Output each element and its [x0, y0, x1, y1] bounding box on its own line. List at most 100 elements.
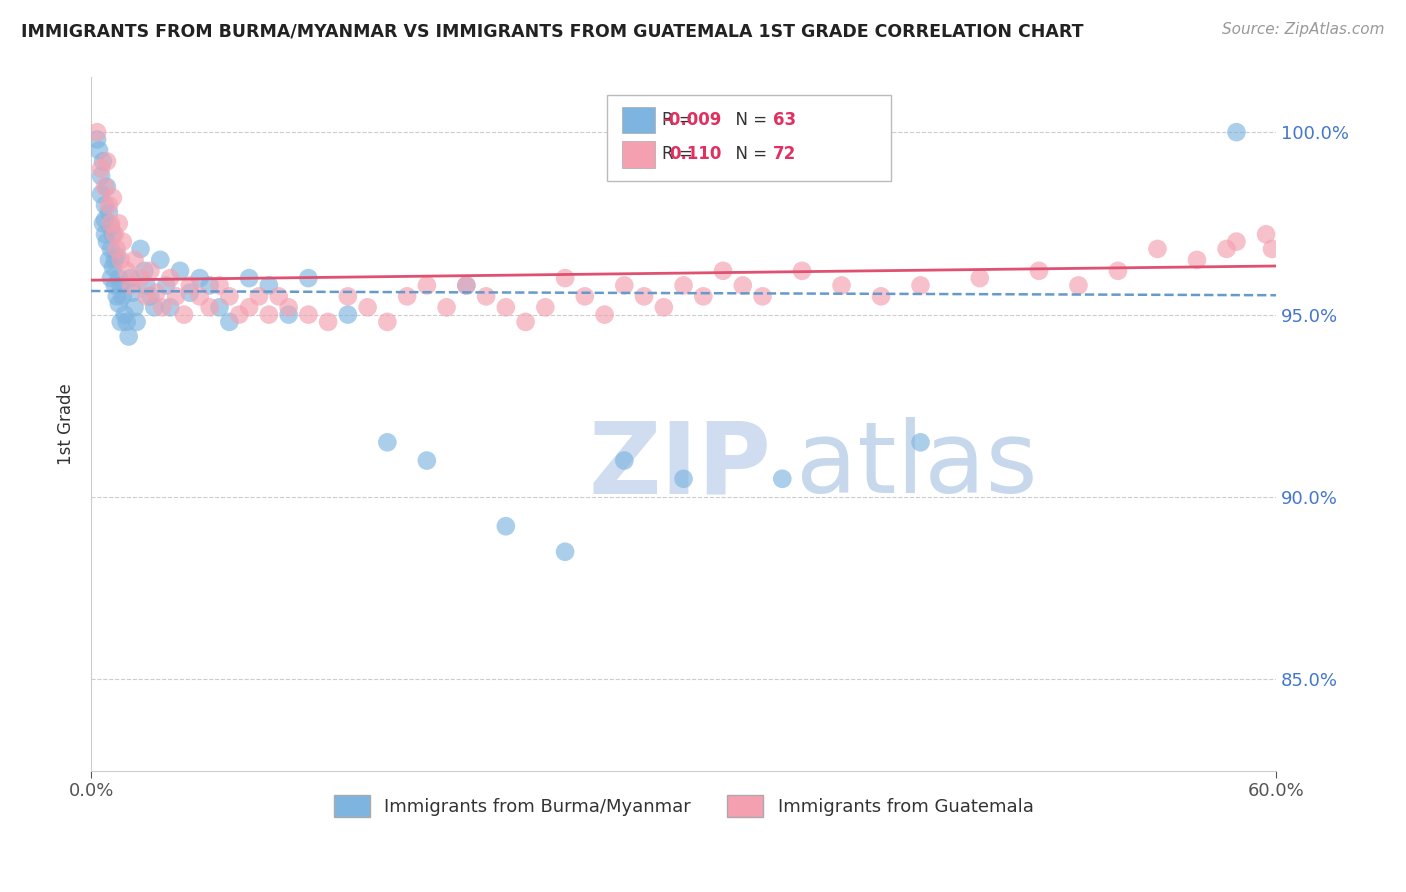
- Text: -0.009: -0.009: [662, 111, 721, 128]
- Point: [672, 278, 695, 293]
- Point: [377, 315, 399, 329]
- Point: [238, 271, 260, 285]
- Point: [125, 315, 148, 329]
- Point: [1185, 252, 1208, 267]
- Point: [129, 242, 152, 256]
- Point: [1067, 278, 1090, 293]
- Point: [790, 264, 813, 278]
- Point: [100, 271, 122, 285]
- Point: [436, 301, 458, 315]
- Point: [316, 315, 339, 329]
- Point: [96, 180, 118, 194]
- Point: [652, 301, 675, 315]
- Point: [155, 278, 177, 293]
- Point: [135, 278, 157, 293]
- Point: [124, 301, 146, 315]
- Bar: [621, 141, 655, 168]
- Point: [101, 260, 124, 275]
- Point: [198, 301, 221, 315]
- Point: [218, 315, 240, 329]
- Text: 63: 63: [773, 111, 796, 128]
- Point: [96, 154, 118, 169]
- Point: [554, 545, 576, 559]
- Point: [1107, 264, 1129, 278]
- Point: [1215, 242, 1237, 256]
- Point: [208, 278, 231, 293]
- Point: [515, 315, 537, 329]
- Point: [475, 289, 498, 303]
- Point: [198, 278, 221, 293]
- Point: [188, 289, 211, 303]
- Point: [1028, 264, 1050, 278]
- Point: [731, 278, 754, 293]
- Point: [115, 315, 138, 329]
- Point: [105, 249, 128, 263]
- Y-axis label: 1st Grade: 1st Grade: [58, 384, 75, 465]
- Point: [1146, 242, 1168, 256]
- Point: [115, 264, 138, 278]
- Point: [277, 308, 299, 322]
- Point: [910, 435, 932, 450]
- Point: [100, 242, 122, 256]
- Point: [104, 252, 127, 267]
- Point: [110, 278, 132, 293]
- FancyBboxPatch shape: [606, 95, 891, 181]
- Point: [90, 161, 112, 176]
- Point: [416, 278, 439, 293]
- Point: [297, 271, 319, 285]
- Point: [114, 308, 136, 322]
- Point: [613, 278, 636, 293]
- Text: R =: R =: [662, 145, 699, 163]
- Point: [165, 289, 187, 303]
- Point: [179, 278, 201, 293]
- Point: [257, 278, 280, 293]
- Point: [969, 271, 991, 285]
- Point: [94, 212, 117, 227]
- Point: [111, 235, 134, 249]
- Point: [356, 301, 378, 315]
- Point: [554, 271, 576, 285]
- Point: [120, 271, 142, 285]
- Point: [159, 271, 181, 285]
- Point: [107, 271, 129, 285]
- Point: [179, 285, 201, 300]
- Point: [97, 252, 120, 267]
- Point: [145, 285, 167, 300]
- Point: [257, 308, 280, 322]
- Text: N =: N =: [725, 145, 772, 163]
- Point: [169, 264, 191, 278]
- Point: [143, 301, 166, 315]
- Point: [91, 154, 114, 169]
- Point: [770, 472, 793, 486]
- Point: [94, 227, 117, 242]
- Point: [90, 187, 112, 202]
- Point: [297, 308, 319, 322]
- Point: [107, 296, 129, 310]
- Point: [1225, 125, 1247, 139]
- Point: [831, 278, 853, 293]
- Point: [96, 235, 118, 249]
- Point: [97, 198, 120, 212]
- Point: [613, 453, 636, 467]
- Point: [377, 435, 399, 450]
- Point: [910, 278, 932, 293]
- Point: [416, 453, 439, 467]
- Point: [188, 271, 211, 285]
- Text: atlas: atlas: [796, 417, 1038, 514]
- Point: [104, 278, 127, 293]
- Text: 72: 72: [773, 145, 796, 163]
- Point: [218, 289, 240, 303]
- Point: [711, 264, 734, 278]
- Point: [104, 227, 127, 242]
- Point: [336, 289, 359, 303]
- Point: [149, 252, 172, 267]
- Point: [336, 308, 359, 322]
- Point: [139, 289, 162, 303]
- Point: [1254, 227, 1277, 242]
- Point: [91, 216, 114, 230]
- Point: [110, 252, 132, 267]
- Point: [105, 289, 128, 303]
- Bar: [621, 106, 655, 133]
- Point: [101, 191, 124, 205]
- Point: [593, 308, 616, 322]
